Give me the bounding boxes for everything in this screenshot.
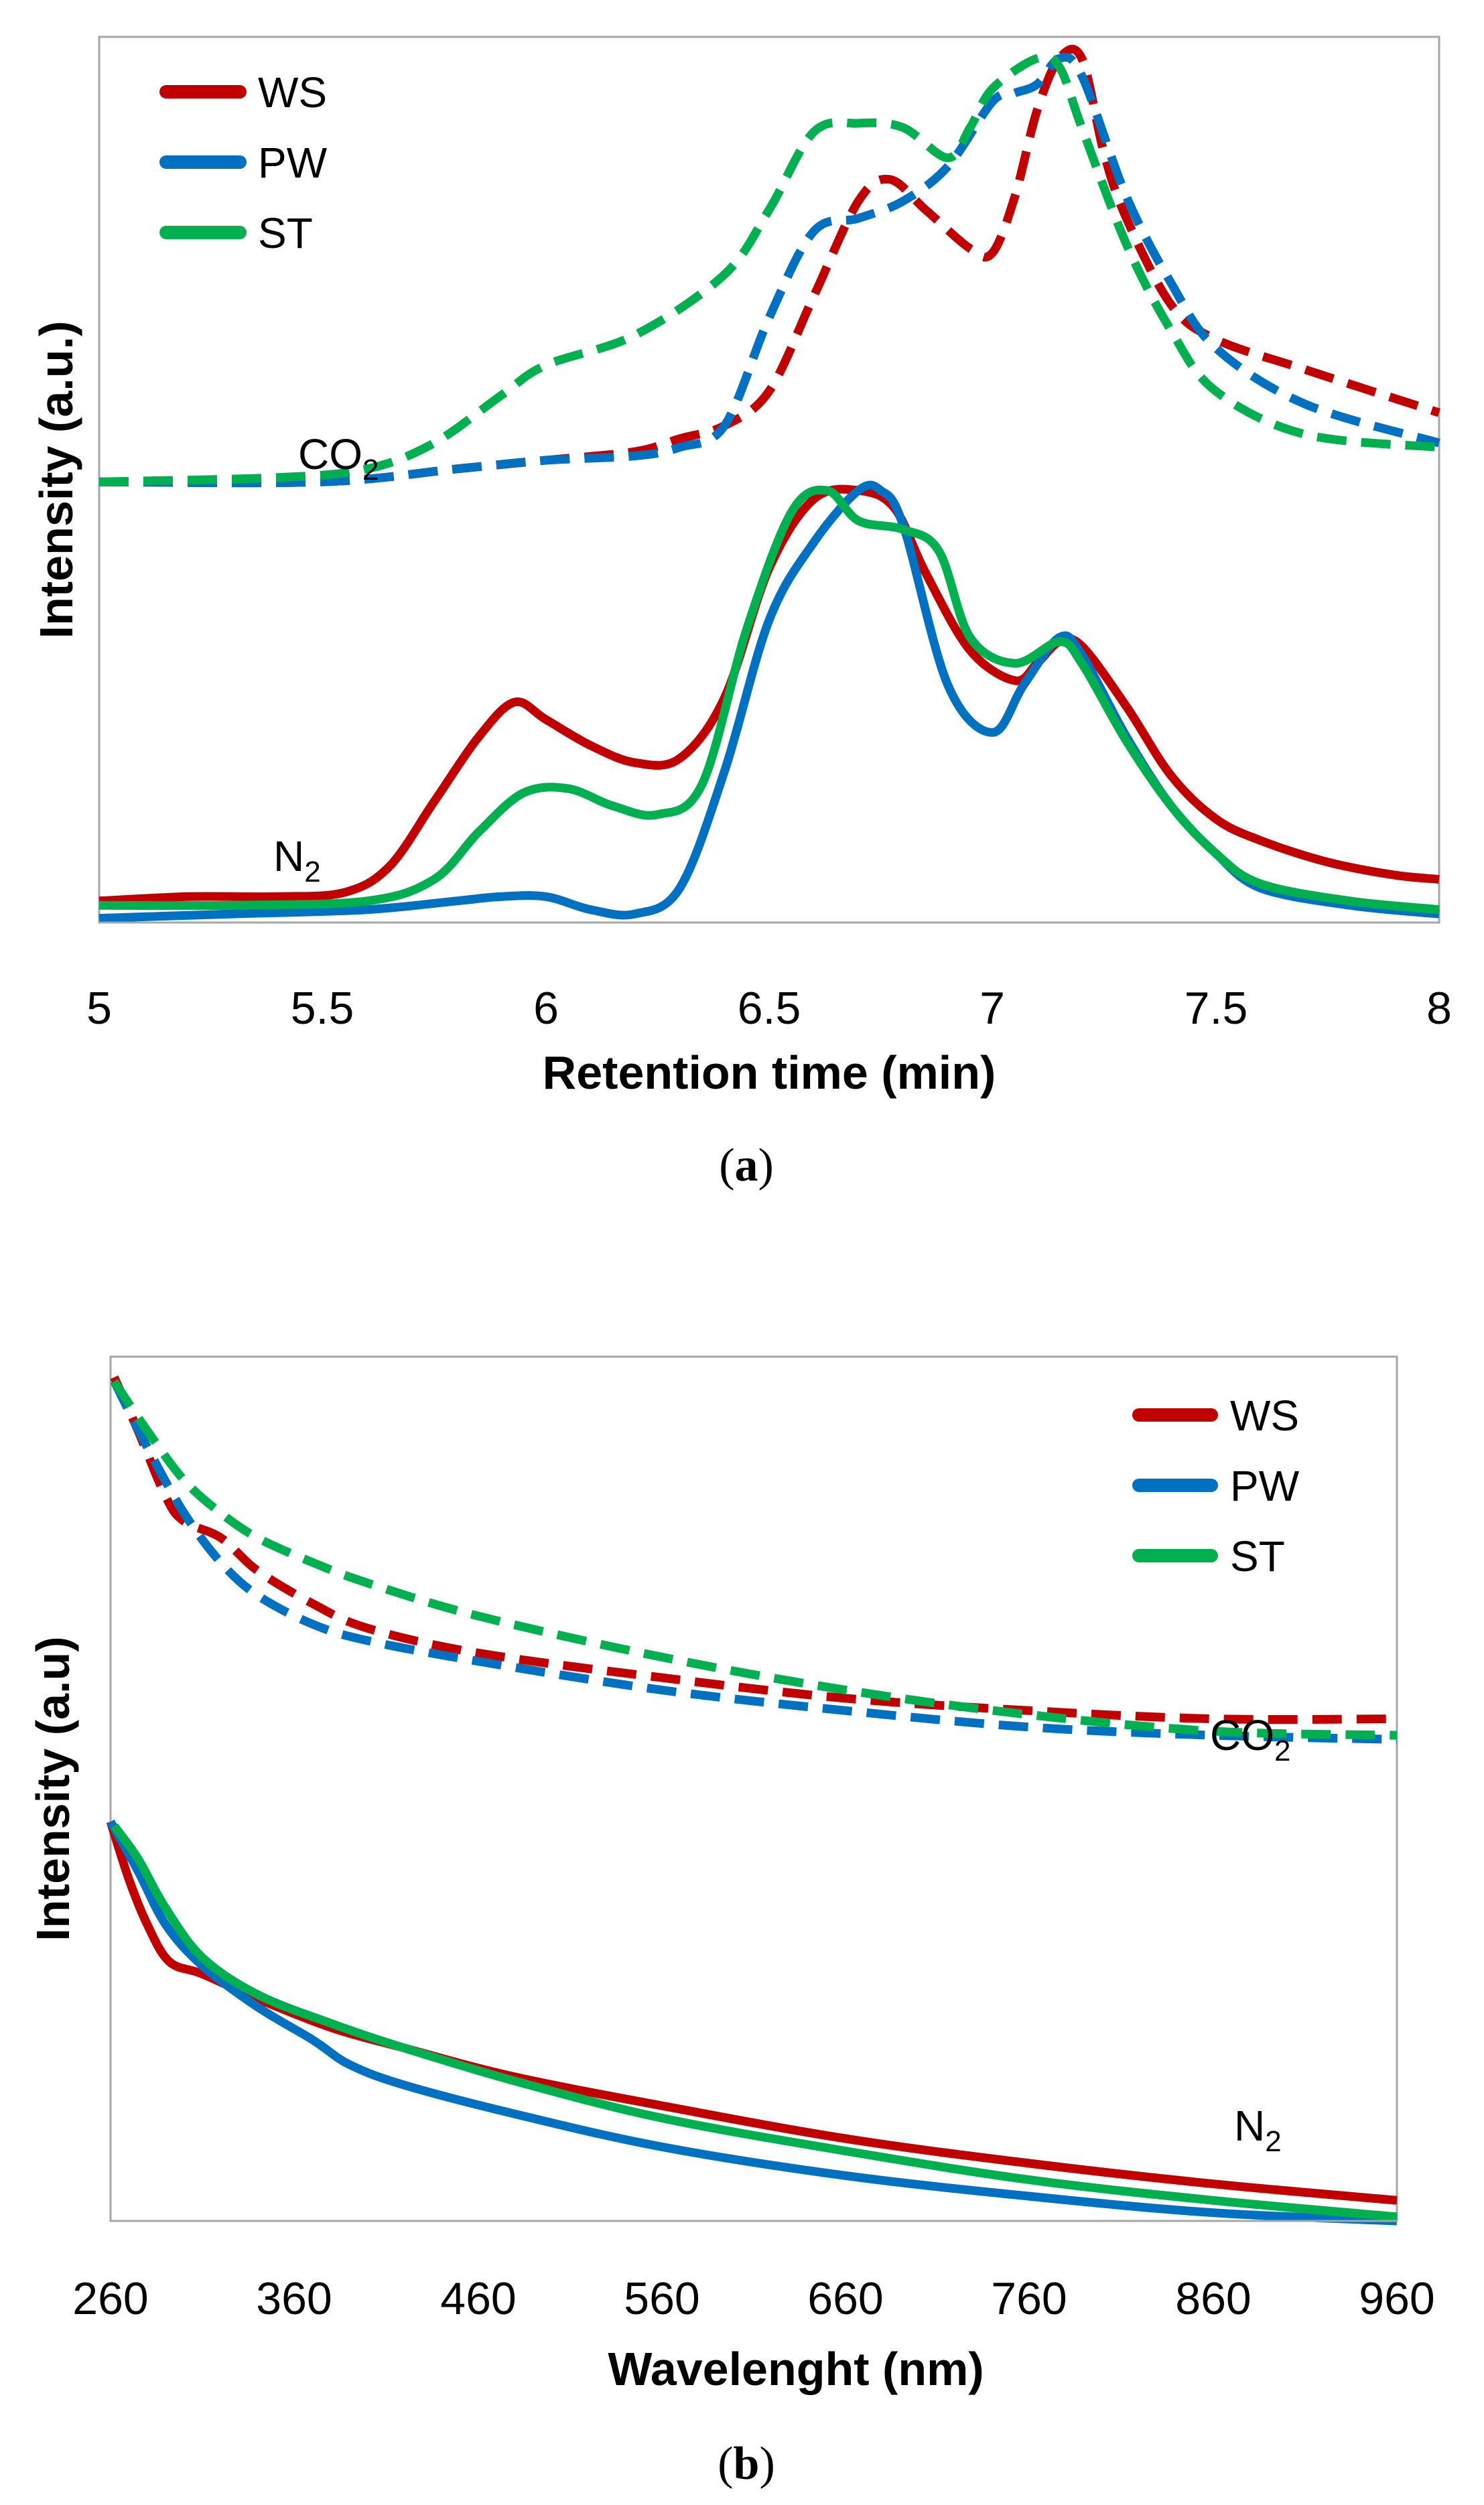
y-axis-title-a: Intensity (a.u.)	[30, 321, 82, 638]
x-tick-label: 7	[980, 983, 1005, 1034]
annotation-co2-a: CO2	[298, 430, 379, 486]
x-tick-label: 460	[440, 2273, 516, 2324]
annotation-co2-b: CO2	[1210, 1711, 1290, 1767]
x-axis-title-b: Wavelenght (nm)	[608, 2343, 984, 2395]
annotation-n2-b: N2	[1234, 2102, 1282, 2158]
x-tick-label: 960	[1359, 2273, 1434, 2324]
x-tick-label: 660	[807, 2273, 883, 2324]
x-tick-label: 760	[991, 2273, 1067, 2324]
legend-a: WS PW ST	[159, 68, 328, 257]
panel-b: 260 360 460 560 660 760 860 960 Waveleng…	[27, 1355, 1435, 2490]
legend-label-st: ST	[258, 209, 313, 257]
series-line-pw-co2	[110, 1379, 1398, 1744]
x-tick-labels-a: 5 5.5 6 6.5 7 7.5 8	[86, 983, 1452, 1034]
series-group-b	[106, 1375, 1398, 2226]
legend-label-ws: WS	[258, 68, 327, 117]
x-tick-label: 7.5	[1185, 983, 1248, 1034]
x-tick-label: 860	[1175, 2273, 1251, 2324]
series-line-st-co2	[98, 52, 1440, 486]
series-group-a	[98, 44, 1440, 923]
series-line-st-co2	[111, 1379, 1398, 1740]
x-axis-title-a: Retention time (min)	[543, 1046, 996, 1099]
panel-label-a: (a)	[719, 1140, 774, 1191]
series-line-pw-n2	[107, 1819, 1398, 2226]
panel-a: 5 5.5 6 6.5 7 7.5 8 Retention time (min)…	[30, 36, 1452, 1191]
x-tick-label: 360	[256, 2273, 332, 2324]
series-line-pw-co2	[98, 52, 1440, 488]
series-line-ws-n2	[98, 484, 1440, 906]
legend-label-st: ST	[1230, 1532, 1285, 1580]
legend-label-pw: PW	[258, 139, 328, 187]
x-tick-label: 6	[533, 983, 559, 1034]
x-tick-label: 6.5	[738, 983, 801, 1034]
legend-b: WS PW ST	[1132, 1392, 1300, 1580]
x-tick-label: 8	[1426, 983, 1452, 1034]
x-tick-label: 5	[86, 983, 112, 1034]
x-tick-labels-b: 260 360 460 560 660 760 860 960	[72, 2273, 1434, 2324]
y-axis-title-b: Intensity (a.u)	[27, 1636, 79, 1941]
x-tick-label: 260	[72, 2273, 148, 2324]
series-line-st-n2	[98, 485, 1440, 915]
plot-frame-b	[109, 1355, 1398, 2222]
series-line-ws-co2	[110, 1375, 1398, 1724]
legend-label-ws: WS	[1230, 1392, 1299, 1440]
series-line-st-n2	[111, 1823, 1398, 2222]
annotation-n2-a: N2	[273, 832, 321, 888]
legend-label-pw: PW	[1230, 1462, 1300, 1510]
panel-label-b: (b)	[718, 2438, 775, 2490]
x-tick-label: 560	[624, 2273, 699, 2324]
x-tick-label: 5.5	[291, 983, 354, 1034]
